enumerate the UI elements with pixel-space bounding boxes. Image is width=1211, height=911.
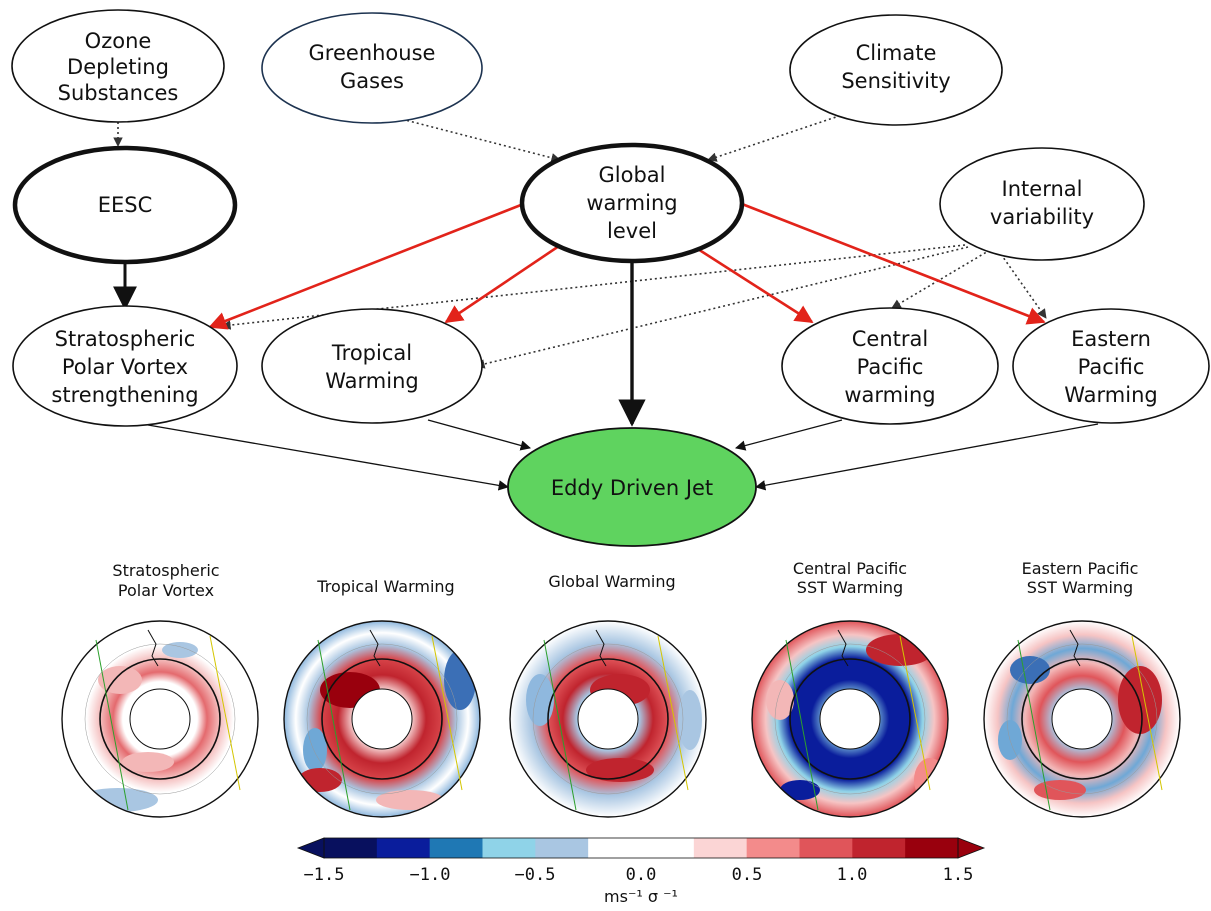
node-iv-line-2: variability — [990, 205, 1094, 229]
node-tw: Tropical Warming — [261, 308, 483, 424]
colorbar-segment — [746, 838, 800, 858]
node-gwl-line-1: Global — [599, 163, 666, 187]
edge-gwl-epw — [741, 202, 1046, 325]
node-eesc-label: EESC — [98, 193, 153, 217]
map-2-title: Tropical Warming — [316, 577, 454, 596]
edge-iv-tw — [475, 246, 969, 369]
node-gwl-line-2: warming — [586, 191, 677, 215]
node-edj: Eddy Driven Jet — [507, 427, 757, 547]
node-ghg: Greenhouse Gases — [261, 12, 483, 124]
colorbar-left-triangle — [296, 837, 325, 859]
node-ghg-line-1: Greenhouse — [309, 41, 436, 65]
node-tw-line-2: Warming — [325, 369, 419, 393]
node-cs: Climate Sensitivity — [789, 14, 1003, 126]
colorbar-segments — [324, 838, 959, 858]
node-spv-line-2: Polar Vortex — [62, 355, 188, 379]
edge-iv-epw — [997, 249, 1047, 319]
edge-iv-cpw — [891, 249, 991, 309]
colorbar-tick-1: −1.5 — [304, 865, 345, 885]
colorbar-segment — [535, 838, 589, 858]
node-epw-line-3: Warming — [1064, 383, 1158, 407]
map-1-title-line-1: Stratospheric — [112, 561, 219, 580]
colorbar-segment — [376, 838, 431, 858]
map-4-title-line-2: SST Warming — [797, 578, 903, 597]
node-spv: Stratospheric Polar Vortex strengthening — [12, 305, 238, 427]
map-4-title-line-1: Central Pacific — [793, 559, 907, 578]
node-cpw-line-2: Pacific — [857, 355, 924, 379]
node-gwl: Global warming level — [519, 142, 745, 264]
polar-map-3 — [509, 620, 707, 818]
colorbar-segment — [799, 838, 853, 858]
node-iv: Internal variability — [939, 147, 1145, 261]
edge-tw-edj — [427, 419, 532, 451]
node-iv-line-1: Internal — [1002, 177, 1083, 201]
node-ods: Ozone Depleting Substances — [11, 9, 225, 123]
colorbar-tick-3: −0.5 — [515, 865, 556, 885]
edge-spv-edj — [147, 424, 510, 491]
map-3-title: Global Warming — [548, 572, 675, 591]
colorbar-segment — [641, 838, 695, 858]
node-cs-line-1: Climate — [856, 41, 937, 65]
map-5-title-line-1: Eastern Pacific — [1022, 559, 1139, 578]
map-1-title-line-2: Polar Vortex — [118, 581, 214, 600]
colorbar-segment — [693, 838, 748, 858]
colorbar-tick-4: 0.0 — [626, 865, 657, 885]
map-titles: Stratospheric Polar Vortex Tropical Warm… — [112, 559, 1138, 600]
edge-gwl-cpw — [689, 242, 814, 324]
polar-map-4 — [751, 620, 949, 818]
node-epw-line-2: Pacific — [1078, 355, 1145, 379]
colorbar-segment — [588, 838, 642, 858]
colorbar-tick-5: 0.5 — [732, 865, 763, 885]
edge-gwl-spv — [208, 201, 527, 330]
node-ods-line-3: Substances — [58, 81, 179, 105]
colorbar-tick-7: 1.5 — [943, 865, 974, 885]
node-epw-line-1: Eastern — [1071, 327, 1151, 351]
colorbar-segment — [324, 838, 378, 858]
node-tw-line-1: Tropical — [331, 341, 412, 365]
node-edj-label: Eddy Driven Jet — [551, 476, 713, 500]
node-ods-line-1: Ozone — [85, 29, 152, 53]
node-cpw: Central Pacific warming — [781, 307, 999, 425]
polar-map-5 — [983, 620, 1181, 818]
map-5-title-line-2: SST Warming — [1027, 578, 1133, 597]
node-ghg-line-2: Gases — [340, 69, 404, 93]
node-gwl-line-3: level — [607, 219, 657, 243]
colorbar-segment — [482, 838, 536, 858]
node-spv-line-1: Stratospheric — [55, 327, 196, 351]
colorbar-outline — [323, 837, 959, 859]
node-cpw-line-1: Central — [852, 327, 928, 351]
colorbar-tick-2: −1.0 — [410, 865, 451, 885]
polar-map-1 — [61, 620, 259, 818]
diagram-edges — [113, 112, 1099, 491]
node-eesc: EESC — [12, 145, 238, 265]
polar-map-2 — [283, 620, 481, 818]
edge-gwl-tw — [444, 242, 563, 324]
edge-cs-gwl — [707, 113, 846, 162]
node-spv-line-3: strengthening — [51, 383, 198, 407]
colorbar-unit: ms⁻¹ σ ⁻¹ — [604, 887, 678, 906]
colorbar: −1.5 −1.0 −0.5 0.0 0.5 1.0 1.5 ms⁻¹ σ ⁻¹ — [296, 837, 986, 906]
colorbar-right-triangle — [957, 837, 986, 859]
edge-cpw-edj — [734, 419, 843, 451]
node-ods-line-2: Depleting — [67, 55, 169, 79]
node-epw: Eastern Pacific Warming — [1012, 308, 1210, 424]
node-cpw-line-3: warming — [844, 383, 935, 407]
edge-epw-edj — [754, 423, 1099, 491]
colorbar-segment — [429, 838, 483, 858]
node-cs-line-2: Sensitivity — [841, 69, 950, 93]
colorbar-segment — [905, 838, 959, 858]
colorbar-tick-6: 1.0 — [837, 865, 868, 885]
colorbar-segment — [852, 838, 906, 858]
